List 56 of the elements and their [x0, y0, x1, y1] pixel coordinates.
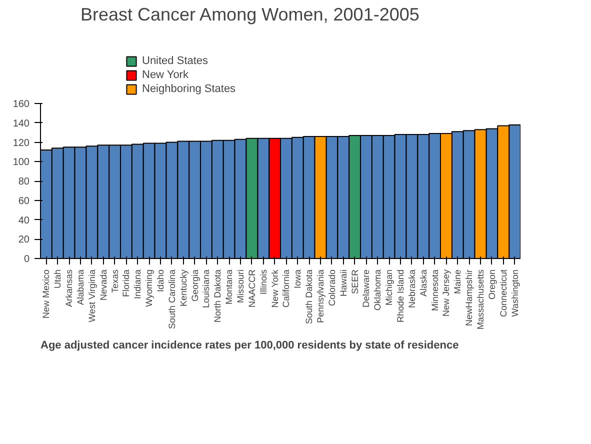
x-tick-label: South Dakota	[304, 269, 314, 324]
x-tick-label: New York	[270, 269, 280, 308]
x-tick-label: Missouri	[236, 269, 246, 304]
legend-label: United States	[142, 55, 208, 67]
x-tick-label: Iowa	[292, 269, 303, 289]
y-tick-label: 100	[12, 157, 30, 168]
x-tick-label: Alabama	[76, 269, 86, 306]
x-tick-label: Nebraska	[406, 269, 417, 308]
x-tick-label: West Virginia	[86, 269, 97, 322]
x-tick-label: Illinois	[258, 269, 268, 295]
x-tick-label: California	[281, 269, 292, 308]
y-tick-label: 40	[18, 215, 30, 226]
x-tick-label: Utah	[52, 269, 63, 289]
x-tick-label: Kentucky	[178, 269, 188, 307]
y-tick-label: 0	[24, 254, 30, 265]
x-tick-label: South Carolina	[166, 269, 177, 330]
y-tick-label: 160	[12, 99, 30, 110]
x-tick-label: Michigan	[384, 269, 394, 306]
x-tick-label: NAACCR	[246, 269, 257, 308]
x-tick-label: Massachusetts	[476, 269, 486, 330]
x-tick-label: Idaho	[156, 269, 166, 292]
x-tick-label: Delaware	[361, 269, 372, 308]
x-tick-label: Indiana	[132, 269, 143, 300]
y-tick-label: 120	[12, 138, 30, 149]
text: Age adjusted cancer incidence rates per 100,000 residents by state of residence	[40, 340, 459, 352]
x-tick-label: Connecticut	[498, 269, 508, 318]
x-tick-label: Washington	[510, 269, 520, 317]
legend-label: New York	[142, 69, 188, 81]
x-tick-label: Minnesota	[430, 269, 440, 312]
x-tick-label: Pennsylvania	[316, 269, 326, 324]
x-tick-label: Alaska	[418, 270, 428, 297]
y-tick-label: 80	[18, 176, 30, 188]
x-tick-label: Maine	[452, 269, 463, 294]
x-tick-label: Georgia	[190, 269, 200, 302]
x-tick-label: Wyoming	[144, 269, 154, 307]
x-tick-label: Nevada	[98, 269, 108, 301]
x-tick-label: Oregon	[486, 269, 497, 300]
x-tick-label: New Jersey	[441, 269, 452, 317]
x-tick-label: Montana	[224, 269, 234, 305]
y-tick-label: 140	[12, 118, 30, 130]
x-tick-label: Florida	[121, 269, 132, 298]
x-tick-label: Arkansas	[64, 269, 74, 308]
legend-label: Neighboring States	[142, 83, 236, 95]
x-tick-label: Hawaii	[338, 269, 348, 297]
y-tick-label: 20	[18, 234, 30, 246]
x-tick-label: Colorado	[326, 269, 337, 306]
x-tick-label: Louisiana	[201, 270, 212, 308]
x-tick-label: Oklahoma	[372, 269, 383, 311]
chart-title: Breast Cancer Among Women, 2001-2005	[80, 4, 420, 24]
y-tick-label: 60	[18, 196, 30, 207]
x-tick-label: North Dakota	[212, 269, 223, 323]
x-tick-label: Texas	[110, 269, 120, 294]
x-tick-label: NewHampshir	[464, 269, 474, 326]
x-tick-label: New Mexico	[41, 269, 52, 319]
x-tick-label: SEER	[350, 269, 360, 294]
x-tick-label: Rhode Island	[396, 269, 406, 323]
